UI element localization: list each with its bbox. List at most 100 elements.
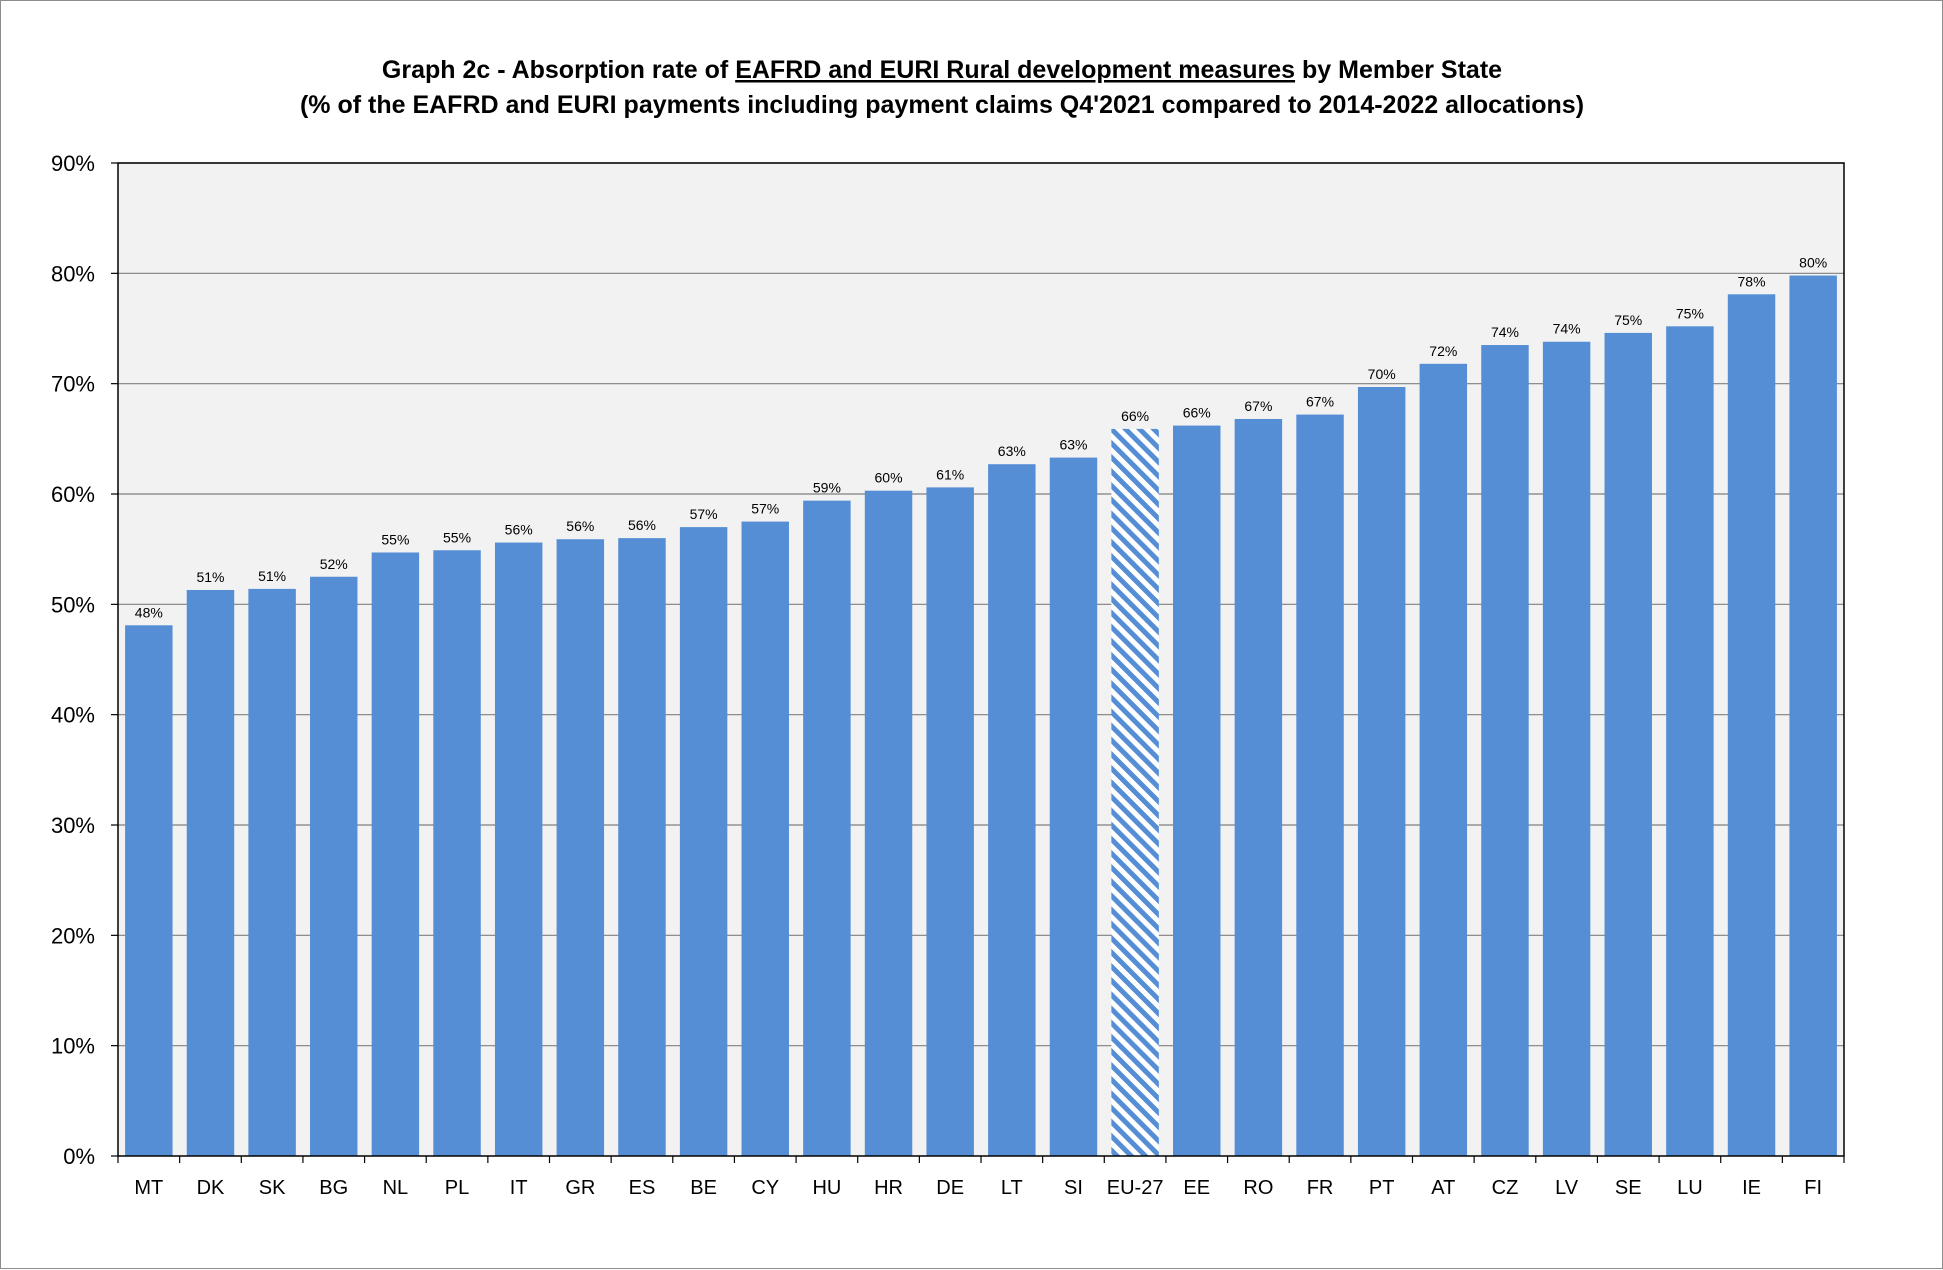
y-tick-label: 50% — [51, 592, 95, 617]
bar-fi — [1789, 275, 1837, 1156]
y-tick-label: 0% — [63, 1144, 95, 1169]
bar-cz — [1481, 345, 1529, 1156]
data-label-eu-27: 66% — [1121, 408, 1149, 424]
data-label-sk: 51% — [258, 568, 286, 584]
data-label-pt: 70% — [1368, 366, 1396, 382]
data-label-si: 63% — [1059, 437, 1087, 453]
data-label-se: 75% — [1614, 312, 1642, 328]
x-tick-label-sk: SK — [259, 1177, 286, 1199]
data-label-it: 56% — [505, 522, 533, 538]
bar-ro — [1234, 418, 1283, 1156]
axes — [111, 162, 1845, 1163]
x-tick-label-fi: FI — [1804, 1177, 1822, 1199]
data-label-be: 57% — [690, 506, 718, 522]
x-tick-label-dk: DK — [197, 1177, 225, 1199]
bar-es — [618, 538, 666, 1156]
x-tick-label-si: SI — [1064, 1177, 1083, 1199]
bar-se — [1604, 332, 1652, 1156]
data-label-lt: 63% — [998, 443, 1026, 459]
x-tick-label-es: ES — [629, 1177, 656, 1199]
bar-gr — [556, 539, 605, 1156]
data-label-cz: 74% — [1491, 324, 1519, 340]
x-tick-label-pt: PT — [1369, 1177, 1395, 1199]
bar-eu-27 — [1111, 428, 1159, 1156]
bar-sk — [248, 588, 296, 1156]
data-label-cy: 57% — [751, 501, 779, 517]
bar-fr — [1296, 414, 1344, 1156]
x-tick-label-cy: CY — [751, 1177, 779, 1199]
bar-it — [494, 542, 543, 1156]
x-tick-label-bg: BG — [319, 1177, 348, 1199]
y-tick-label: 10% — [51, 1034, 95, 1059]
data-label-lv: 74% — [1553, 321, 1581, 337]
data-label-lu: 75% — [1676, 305, 1704, 321]
bar-lu — [1666, 326, 1714, 1156]
data-label-dk: 51% — [196, 569, 224, 585]
x-tick-label-ie: IE — [1742, 1177, 1761, 1199]
y-axis-tick-labels: 0% 10% 20% 30% 40% 50% 60% 70% 80% 90% — [51, 151, 95, 1169]
bar-de — [926, 487, 974, 1156]
y-tick-label: 60% — [51, 482, 95, 507]
x-tick-label-ro: RO — [1243, 1177, 1273, 1199]
x-tick-label-at: AT — [1431, 1177, 1455, 1199]
data-label-fr: 67% — [1306, 394, 1334, 410]
x-tick-label-nl: NL — [383, 1177, 409, 1199]
x-tick-label-eu-27: EU-27 — [1107, 1177, 1164, 1199]
x-tick-label-be: BE — [690, 1177, 717, 1199]
data-label-bg: 52% — [320, 556, 348, 572]
x-tick-label-mt: MT — [134, 1177, 163, 1199]
bar-si — [1049, 457, 1098, 1157]
x-tick-label-de: DE — [936, 1177, 964, 1199]
bar-bg — [310, 576, 358, 1156]
data-label-fi: 80% — [1799, 255, 1827, 271]
bar-dk — [186, 589, 235, 1156]
data-label-at: 72% — [1429, 343, 1457, 359]
data-label-de: 61% — [936, 466, 964, 482]
data-label-ro: 67% — [1244, 398, 1272, 414]
x-tick-label-lt: LT — [1001, 1177, 1023, 1199]
x-tick-label-gr: GR — [565, 1177, 595, 1199]
y-tick-label: 80% — [51, 261, 95, 286]
y-tick-label: 90% — [51, 151, 95, 176]
chart-title-part: EAFRD and EURI Rural development measure… — [735, 56, 1295, 84]
bar-hu — [803, 500, 851, 1156]
data-label-ie: 78% — [1738, 273, 1766, 289]
chart-title-part: Graph 2c - Absorption rate of — [382, 56, 735, 84]
bar-hr — [864, 490, 913, 1156]
x-tick-label-fr: FR — [1307, 1177, 1334, 1199]
y-tick-label: 20% — [51, 923, 95, 948]
x-tick-label-it: IT — [510, 1177, 528, 1199]
data-label-nl: 55% — [381, 531, 409, 547]
x-tick-label-lv: LV — [1555, 1177, 1579, 1199]
x-tick-label-lu: LU — [1677, 1177, 1703, 1199]
y-tick-label: 30% — [51, 813, 95, 838]
bar-at — [1419, 363, 1468, 1157]
bar-be — [679, 527, 728, 1156]
data-label-es: 56% — [628, 517, 656, 533]
data-labels: 48% 51% 51% 52% 55% 55% 56% 56% 56% 57% 57% 59% 60% 6… — [135, 255, 1827, 621]
chart-subtitle: (% of the EAFRD and EURI payments includ… — [300, 91, 1584, 119]
y-tick-label: 70% — [51, 372, 95, 397]
x-tick-label-cz: CZ — [1492, 1177, 1519, 1199]
bar-pt — [1357, 386, 1406, 1156]
bar-nl — [371, 552, 420, 1156]
data-label-gr: 56% — [566, 518, 594, 534]
bar-ee — [1173, 425, 1221, 1156]
data-label-hr: 60% — [875, 470, 903, 486]
data-label-ee: 66% — [1183, 405, 1211, 421]
x-tick-label-hr: HR — [874, 1177, 903, 1199]
bar-mt — [125, 625, 173, 1156]
bar-pl — [433, 550, 481, 1156]
bar-lt — [988, 464, 1036, 1157]
x-tick-label-pl: PL — [445, 1177, 469, 1199]
x-tick-label-ee: EE — [1183, 1177, 1210, 1199]
bar-ie — [1727, 294, 1776, 1157]
bars — [125, 275, 1837, 1157]
data-label-hu: 59% — [813, 480, 841, 496]
x-axis-tick-labels: MT DK SK BG NL PL IT GR ES BE CY HU HR DE LT SI EU-27 EE R… — [134, 1177, 1822, 1199]
plot-border — [117, 162, 1845, 1157]
bar-lv — [1542, 341, 1591, 1156]
x-tick-label-hu: HU — [812, 1177, 841, 1199]
